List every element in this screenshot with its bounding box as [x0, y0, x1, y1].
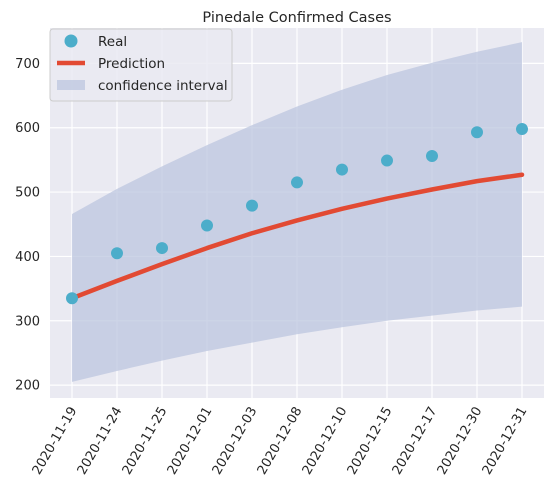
real-point	[246, 199, 258, 212]
confidence-interval-area	[72, 42, 522, 382]
real-point	[111, 247, 123, 260]
legend-band-label: confidence interval	[98, 78, 228, 94]
y-tick-label: 500	[15, 186, 40, 201]
real-points	[66, 123, 528, 305]
x-axis-ticks: 2020-11-192020-11-242020-11-252020-12-01…	[30, 405, 531, 478]
real-point	[426, 150, 438, 163]
real-point	[66, 292, 78, 305]
x-tick-label: 2020-12-10	[300, 405, 351, 478]
legend: Real Prediction confidence interval	[49, 28, 233, 102]
x-tick-label: 2020-11-25	[120, 405, 171, 478]
legend-real-label: Real	[98, 34, 127, 50]
real-point	[156, 242, 168, 255]
x-tick-label: 2020-11-24	[75, 405, 126, 478]
real-point	[291, 176, 303, 189]
real-point	[471, 126, 483, 139]
x-tick-label: 2020-12-15	[345, 405, 396, 478]
x-tick-label: 2020-12-03	[210, 405, 261, 478]
y-tick-label: 700	[15, 57, 40, 72]
legend-real-marker	[64, 34, 78, 48]
x-tick-label: 2020-12-30	[435, 405, 486, 478]
x-tick-label: 2020-12-01	[165, 405, 216, 478]
real-point	[516, 123, 528, 136]
x-tick-label: 2020-11-19	[30, 405, 81, 478]
real-point	[381, 154, 393, 167]
y-tick-label: 400	[15, 250, 40, 265]
x-tick-label: 2020-12-17	[390, 405, 441, 478]
x-tick-label: 2020-12-08	[255, 405, 306, 478]
legend-prediction-label: Prediction	[98, 56, 165, 72]
legend-band-marker	[57, 80, 85, 90]
real-point	[336, 163, 348, 176]
y-tick-label: 200	[15, 379, 40, 394]
confidence-band	[72, 42, 522, 382]
y-axis-ticks: 200 300 400 500 600 700	[15, 57, 40, 394]
y-tick-label: 300	[15, 314, 40, 329]
prediction-series-line	[69, 172, 525, 301]
real-point	[201, 219, 213, 232]
chart-title: Pinedale Confirmed Cases	[202, 10, 391, 26]
prediction-line	[69, 172, 525, 301]
y-tick-label: 600	[15, 121, 40, 136]
legend-box	[49, 28, 233, 102]
x-tick-label: 2020-12-31	[480, 405, 531, 478]
